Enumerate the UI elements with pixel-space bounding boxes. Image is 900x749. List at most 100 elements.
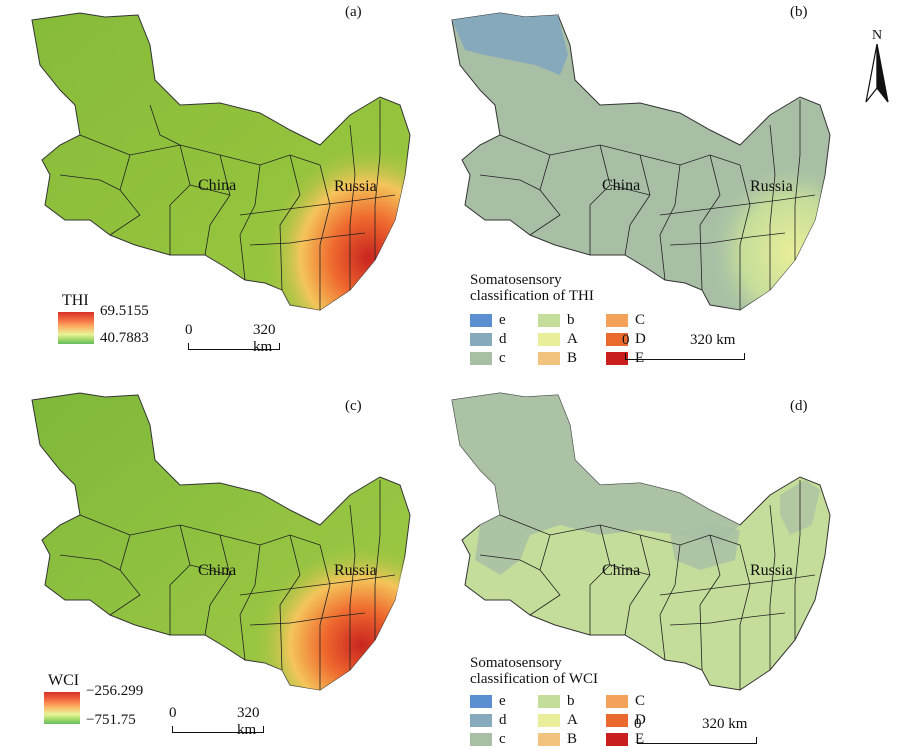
legend-item: E	[606, 350, 674, 366]
thi-map	[31, 12, 411, 311]
legend-swatch	[470, 732, 492, 746]
russia-label-b: Russia	[750, 178, 793, 195]
legend-item: e	[470, 312, 538, 328]
legend-label: b	[567, 693, 575, 709]
panel-b-map	[440, 5, 840, 315]
panel-d-label: (d)	[790, 398, 808, 414]
legend-label: b	[567, 312, 575, 328]
wci-class-legend-title: Somatosensory classification of WCI	[470, 655, 598, 687]
scalebar-end: 320 km	[702, 716, 748, 732]
scalebar-d: 0 320 km	[634, 716, 757, 746]
legend-item: D	[606, 331, 674, 347]
legend-item: D	[606, 712, 674, 728]
panel-a-label: (a)	[345, 4, 362, 20]
legend-item: c	[470, 350, 538, 366]
wci-max-value: −256.299	[86, 683, 144, 699]
legend-label: C	[635, 693, 646, 709]
wci-color-ramp	[44, 692, 80, 724]
legend-label: C	[635, 312, 646, 328]
legend-label: B	[567, 731, 578, 747]
legend-swatch	[470, 313, 492, 327]
russia-label-d: Russia	[750, 562, 793, 579]
china-label-c: China	[198, 562, 237, 579]
legend-item: b	[538, 312, 606, 328]
thi-min-value: 40.7883	[100, 330, 149, 346]
legend-swatch	[538, 694, 560, 708]
scalebar-a: 0 320 km	[185, 322, 288, 355]
scalebar-line	[625, 353, 745, 360]
wci-map	[31, 392, 411, 691]
panel-b-label: (b)	[790, 4, 808, 20]
thi-class-title-line1: Somatosensory	[470, 272, 562, 288]
china-label-a: China	[198, 177, 237, 194]
panel-c-map	[20, 385, 420, 695]
wci-class-legend: e b C d A D c B E	[470, 693, 674, 747]
legend-swatch	[470, 713, 492, 727]
legend-swatch	[606, 351, 628, 365]
legend-item: B	[538, 731, 606, 747]
legend-swatch	[470, 694, 492, 708]
legend-swatch	[470, 351, 492, 365]
legend-item: A	[538, 712, 606, 728]
legend-label: c	[499, 350, 506, 366]
scalebar-start: 0	[169, 705, 177, 721]
thi-class-title-line2: classification of THI	[470, 288, 594, 304]
legend-item: c	[470, 731, 538, 747]
scalebar-end: 320 km	[237, 705, 260, 738]
wci-min-value: −751.75	[86, 712, 136, 728]
scalebar-line	[188, 343, 280, 350]
russia-label-a: Russia	[334, 178, 377, 195]
scalebar-line	[637, 737, 757, 744]
legend-swatch	[538, 351, 560, 365]
scalebar-end: 320 km	[690, 332, 736, 348]
legend-item: e	[470, 693, 538, 709]
legend-label: E	[635, 350, 645, 366]
legend-item: C	[606, 312, 674, 328]
thi-max-value: 69.5155	[100, 303, 149, 319]
north-arrow: N	[862, 28, 892, 109]
north-arrow-icon	[865, 43, 889, 103]
legend-swatch	[538, 332, 560, 346]
legend-item: d	[470, 331, 538, 347]
legend-label: D	[635, 712, 646, 728]
legend-label: E	[635, 731, 645, 747]
legend-item: A	[538, 331, 606, 347]
thi-class-legend-title: Somatosensory classification of THI	[470, 272, 594, 304]
legend-label: d	[499, 712, 507, 728]
legend-item: b	[538, 693, 606, 709]
scalebar-start: 0	[185, 322, 193, 338]
china-label-b: China	[602, 177, 641, 194]
legend-label: B	[567, 350, 578, 366]
wci-legend-title: WCI	[48, 672, 80, 689]
legend-label: A	[567, 712, 578, 728]
legend-item: E	[606, 731, 674, 747]
legend-item: B	[538, 350, 606, 366]
legend-swatch	[538, 732, 560, 746]
scalebar-start: 0	[634, 716, 642, 732]
legend-label: c	[499, 731, 506, 747]
legend-swatch	[538, 313, 560, 327]
legend-label: A	[567, 331, 578, 347]
legend-swatch	[606, 713, 628, 727]
thi-class-legend: e b C d A D c B E	[470, 312, 674, 366]
legend-swatch	[606, 313, 628, 327]
thi-color-ramp	[58, 312, 94, 344]
legend-swatch	[606, 694, 628, 708]
north-label: N	[871, 28, 883, 43]
thi-legend-title: THI	[62, 292, 89, 309]
scalebar-end: 320 km	[253, 322, 276, 355]
scalebar-c: 0 320 km	[169, 705, 272, 738]
legend-label: e	[499, 312, 506, 328]
scalebar-line	[172, 726, 264, 733]
scalebar-b: 0 320 km	[622, 332, 745, 362]
wci-class-title-line1: Somatosensory	[470, 655, 562, 671]
legend-swatch	[606, 732, 628, 746]
russia-label-c: Russia	[334, 562, 377, 579]
wci-class-title-line2: classification of WCI	[470, 671, 599, 687]
scalebar-start: 0	[622, 332, 630, 348]
panel-c-label: (c)	[345, 398, 362, 414]
china-label-d: China	[602, 562, 641, 579]
legend-label: d	[499, 331, 507, 347]
legend-label: e	[499, 693, 506, 709]
panel-d-map	[440, 385, 840, 695]
